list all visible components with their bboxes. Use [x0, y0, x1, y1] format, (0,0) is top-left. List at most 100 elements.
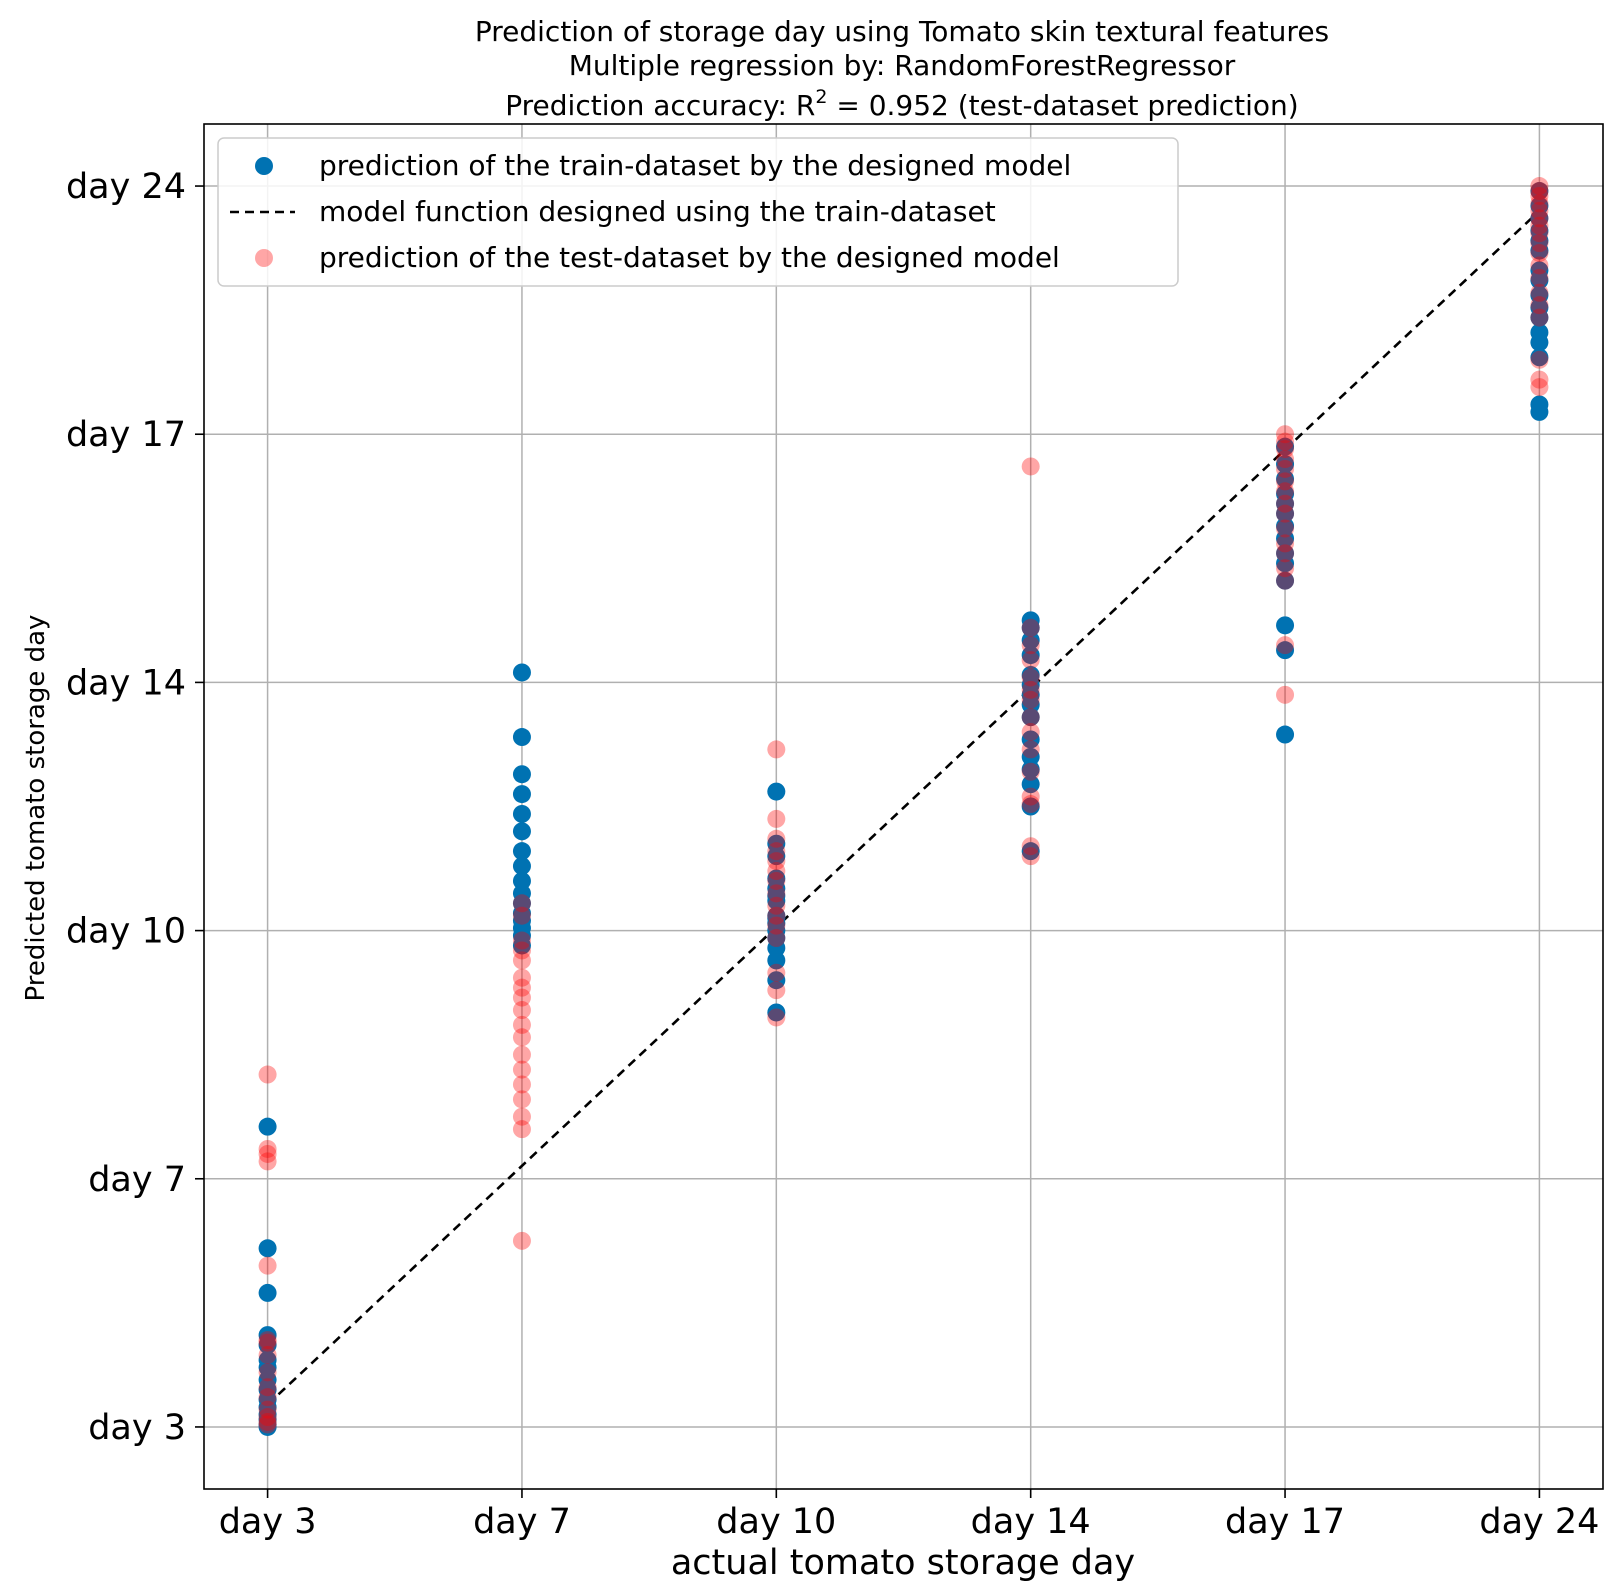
test-point: [767, 862, 786, 881]
test-point: [767, 981, 786, 1000]
test-point: [1530, 194, 1549, 213]
train-point: [1530, 241, 1549, 260]
train-point: [1021, 708, 1040, 727]
test-point: [512, 1120, 531, 1139]
model-function-line: [266, 209, 1541, 1406]
legend: prediction of the train-dataset by the d…: [217, 137, 1179, 287]
x-tick-label: day 17: [1225, 1502, 1345, 1542]
test-point: [1276, 432, 1295, 451]
test-point: [1021, 762, 1040, 781]
test-point: [258, 1415, 277, 1434]
test-point: [258, 1331, 277, 1350]
chart-title: Prediction of storage day using Tomato s…: [475, 15, 1329, 122]
test-point: [1530, 378, 1549, 397]
test-point: [1021, 847, 1040, 866]
train-point: [1530, 402, 1549, 421]
test-point: [512, 951, 531, 970]
train-point: [512, 857, 531, 876]
train-point: [1276, 517, 1295, 536]
train-point: [1276, 504, 1295, 523]
test-point: [1276, 559, 1295, 578]
train-point: [512, 871, 531, 890]
model-function-dashed-line: [266, 209, 1541, 1406]
train-point: [1021, 842, 1040, 861]
chart-title-r-value: = 0.952 (test-dataset prediction): [827, 89, 1298, 122]
test-point: [767, 916, 786, 935]
test-point: [512, 1231, 531, 1250]
test-point: [258, 1139, 277, 1158]
legend-train-label: prediction of the train-dataset by the d…: [319, 149, 1071, 182]
x-tick-label: day 3: [219, 1502, 317, 1542]
test-point: [258, 1345, 277, 1364]
chart-title-line-1: Prediction of storage day using Tomato s…: [475, 15, 1329, 48]
test-point: [767, 842, 786, 861]
test-point: [1530, 234, 1549, 253]
train-point: [258, 1417, 277, 1436]
test-point: [1276, 504, 1295, 523]
test-point: [258, 1412, 277, 1431]
train-point: [1276, 725, 1295, 744]
train-points: [258, 182, 1549, 1436]
test-point: [1276, 685, 1295, 704]
test-point: [258, 1256, 277, 1275]
test-point: [1276, 571, 1295, 590]
legend-model-label: model function designed using the train-…: [319, 195, 996, 228]
test-point: [1276, 450, 1295, 469]
test-point: [767, 906, 786, 925]
train-point: [512, 765, 531, 784]
test-point: [1530, 224, 1549, 243]
train-point: [1530, 209, 1549, 228]
test-point: [1276, 636, 1295, 655]
test-point: [1530, 308, 1549, 327]
train-point: [1021, 631, 1040, 650]
train-point: [1276, 554, 1295, 573]
train-point: [1021, 775, 1040, 794]
test-point: [1021, 723, 1040, 742]
train-point: [258, 1336, 277, 1355]
test-point: [512, 1075, 531, 1094]
x-tick-label: day 14: [971, 1502, 1091, 1542]
test-point: [1021, 837, 1040, 856]
test-point: [1021, 690, 1040, 709]
train-point: [767, 1003, 786, 1022]
train-point: [1276, 641, 1295, 660]
test-point: [1276, 534, 1295, 553]
legend-box: [217, 137, 1179, 287]
chart-title-line-2: Multiple regression by: RandomForestRegr…: [569, 49, 1236, 82]
train-point: [512, 822, 531, 841]
test-point: [512, 1107, 531, 1126]
legend-test-marker: [255, 249, 273, 267]
train-point: [1530, 348, 1549, 367]
train-point: [512, 804, 531, 823]
test-point: [512, 1045, 531, 1064]
y-tick-label: day 7: [88, 1160, 186, 1200]
train-point: [1276, 616, 1295, 635]
train-point: [1021, 695, 1040, 714]
test-point: [1530, 182, 1549, 201]
test-point: [1021, 457, 1040, 476]
legend-test-label: prediction of the test-dataset by the de…: [319, 241, 1060, 274]
test-point: [767, 852, 786, 871]
x-tick-label: day 24: [1479, 1502, 1599, 1542]
train-point: [512, 785, 531, 804]
test-point: [1530, 216, 1549, 235]
test-point: [1530, 350, 1549, 369]
test-point: [512, 978, 531, 997]
test-point: [1021, 740, 1040, 759]
y-tick-label: day 14: [66, 663, 186, 703]
test-point: [258, 1333, 277, 1352]
test-point: [1530, 186, 1549, 205]
y-tick-label: day 17: [66, 415, 186, 455]
train-point: [767, 938, 786, 957]
test-point: [258, 1388, 277, 1407]
test-point: [1021, 618, 1040, 637]
test-point: [1021, 795, 1040, 814]
x-tick-label: day 7: [473, 1502, 571, 1542]
test-points: [258, 177, 1549, 1434]
train-point: [767, 834, 786, 853]
train-point: [1021, 747, 1040, 766]
test-point: [1276, 472, 1295, 491]
train-point: [767, 782, 786, 801]
test-point: [767, 740, 786, 759]
